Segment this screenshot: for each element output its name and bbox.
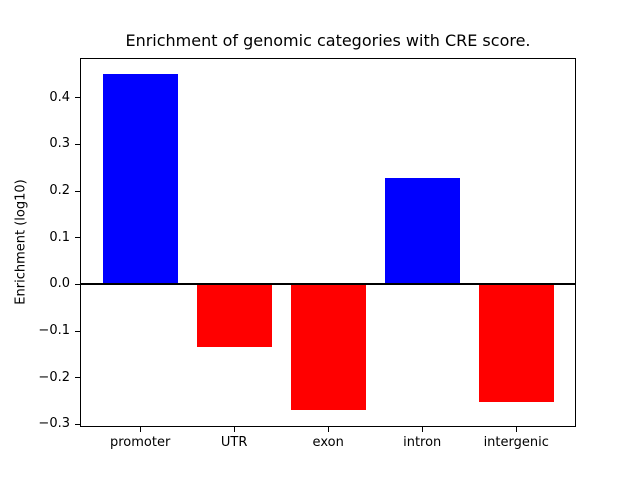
zero-baseline (80, 283, 577, 286)
y-tick-mark (75, 143, 80, 145)
y-tick-label: 0.3 (49, 136, 70, 152)
y-tick-mark (75, 237, 80, 239)
y-tick-label: −0.2 (38, 369, 70, 385)
y-tick-mark (75, 377, 80, 379)
chart-title: Enrichment of genomic categories with CR… (125, 31, 531, 50)
x-tick-label: intron (403, 435, 442, 451)
x-tick-mark (327, 427, 329, 433)
x-tick-mark (421, 427, 423, 433)
y-tick-mark (75, 283, 80, 285)
y-tick-label: 0.2 (49, 183, 70, 199)
bar-UTR (196, 284, 272, 348)
bar-promoter (102, 74, 178, 285)
y-tick-mark (75, 190, 80, 192)
y-tick-label: 0.4 (49, 89, 70, 105)
x-tick-label: exon (312, 435, 344, 451)
y-tick-mark (75, 97, 80, 99)
x-tick-mark (515, 427, 517, 433)
bar-intergenic (478, 284, 554, 402)
bar-intron (384, 178, 460, 285)
bar-exon (290, 284, 366, 411)
x-tick-mark (233, 427, 235, 433)
y-tick-mark (75, 423, 80, 425)
y-tick-label: 0.0 (49, 276, 70, 292)
x-tick-label: UTR (220, 435, 248, 451)
y-tick-mark (75, 330, 80, 332)
y-tick-label: −0.3 (38, 416, 70, 432)
x-tick-label: promoter (109, 435, 171, 451)
x-tick-mark (139, 427, 141, 433)
y-tick-label: 0.1 (49, 229, 70, 245)
x-tick-label: intergenic (483, 435, 549, 451)
y-tick-label: −0.1 (38, 323, 70, 339)
